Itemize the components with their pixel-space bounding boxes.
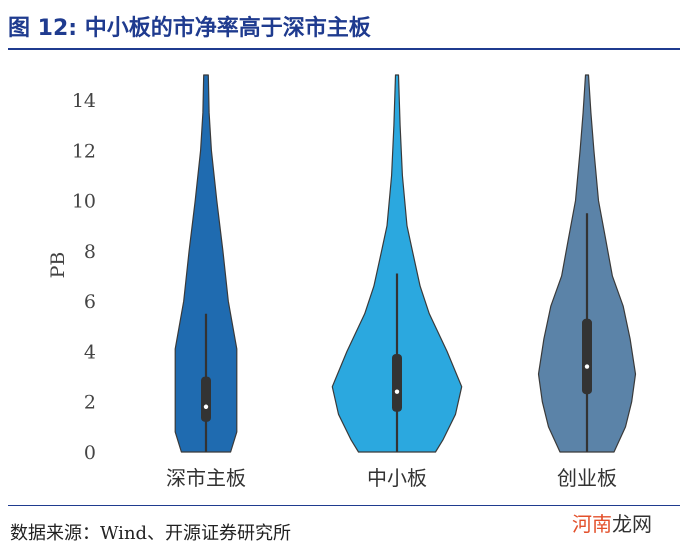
y-tick-label: 6 xyxy=(84,291,96,313)
watermark-part-b: 龙网 xyxy=(612,512,652,536)
x-category-label: 中小板 xyxy=(367,466,427,490)
watermark: 河南龙网 xyxy=(572,508,652,537)
y-tick-label: 0 xyxy=(84,442,96,464)
violin-body xyxy=(174,74,238,453)
figure-title: 图 12: 中小板的市净率高于深市主板 xyxy=(8,16,371,41)
source-rule xyxy=(8,505,680,506)
violin-iqr-box xyxy=(582,318,592,395)
y-tick-label: 8 xyxy=(84,241,96,263)
violin-chart: 0 2 4 6 8 10 12 14 PB 深市主板 中小板 创业板 xyxy=(47,74,637,490)
title-rule xyxy=(8,48,680,50)
y-tick-label: 4 xyxy=(84,341,96,363)
y-tick-label: 14 xyxy=(72,90,96,112)
y-tick-label: 10 xyxy=(72,191,96,213)
x-category-label: 深市主板 xyxy=(166,466,246,490)
violin-median-dot xyxy=(584,364,590,369)
violin-body xyxy=(331,74,463,453)
violin-median-dot xyxy=(203,404,209,409)
source-note: 数据来源：Wind、开源证券研究所 xyxy=(10,523,292,544)
y-axis-label: PB xyxy=(47,252,69,279)
y-tick-label: 2 xyxy=(84,392,96,414)
violin-iqr-box xyxy=(392,353,402,412)
violin-iqr-box xyxy=(201,376,211,422)
watermark-part-a: 河南 xyxy=(572,512,612,536)
y-tick-label: 12 xyxy=(72,140,96,162)
x-category-label: 创业板 xyxy=(557,466,617,490)
violin-median-dot xyxy=(394,389,400,394)
